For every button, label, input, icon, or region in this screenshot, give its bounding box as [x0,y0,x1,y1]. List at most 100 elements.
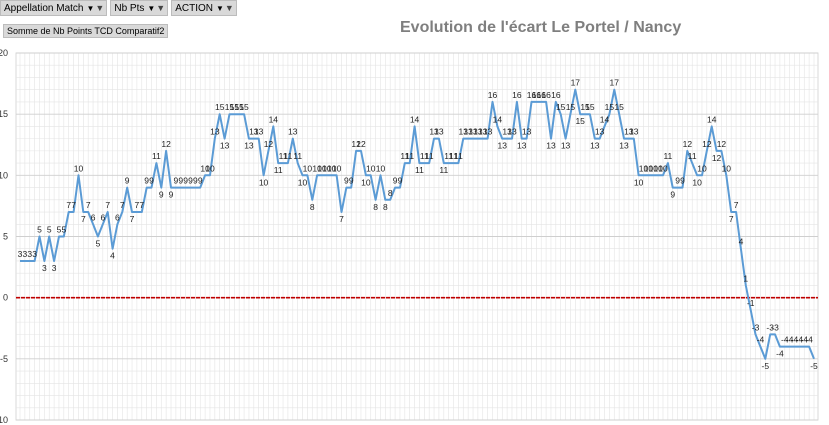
data-label: 17 [610,78,620,88]
data-label: 13 [522,127,532,137]
data-label: 9 [125,176,130,186]
data-label: 7 [86,200,91,210]
data-label: 17 [571,78,581,88]
data-label: 15 [215,102,225,112]
data-label: 11 [274,165,283,175]
data-label: 11 [293,151,302,161]
data-label: -4 [786,335,794,345]
chart-title: Evolution de l'écart Le Portel / Nancy [400,19,682,36]
data-label: 9 [398,176,403,186]
data-label: 16 [532,90,542,100]
filter-button-nb-pts[interactable]: Nb Pts ▼ ▼ [110,0,169,16]
data-label: 13 [590,141,600,151]
data-label: 13 [463,127,473,137]
data-label: 11 [415,165,424,175]
data-label: 7 [71,200,76,210]
data-label: 8 [388,188,393,198]
data-label: 10 [322,163,332,173]
data-label: 16 [512,90,522,100]
data-label: 10 [653,163,663,173]
data-label: -5 [810,361,818,371]
data-label: 9 [178,176,183,186]
filter-funnel-icon: ▼ [95,3,105,13]
data-label: 11 [454,151,463,161]
y-tick-label: -10 [0,415,8,425]
data-label: 9 [144,176,149,186]
data-label: 13 [434,127,444,137]
data-label: 15 [239,102,249,112]
data-label: 10 [361,177,371,187]
data-label: 10 [259,177,269,187]
data-label: 11 [688,151,697,161]
data-label: -1 [747,298,755,308]
data-label: 7 [139,200,144,210]
data-label: 9 [188,176,193,186]
data-label: 11 [152,151,161,161]
filter-button-label: ACTION [175,2,213,14]
data-label: 10 [332,163,342,173]
data-label: 10 [366,163,376,173]
data-label: 9 [344,176,349,186]
data-label: 14 [600,114,610,124]
data-label: 10 [205,163,215,173]
data-label: 13 [468,127,478,137]
data-label: 12 [712,153,722,163]
data-label: 13 [244,141,254,151]
data-label: 9 [680,176,685,186]
data-label: 8 [373,202,378,212]
data-label: 13 [507,127,517,137]
data-label: 16 [536,90,546,100]
data-label: 11 [425,151,434,161]
y-tick-label: -5 [0,354,8,364]
data-label: 1 [743,273,748,283]
data-label: 10 [200,163,210,173]
filter-button-label: Nb Pts [114,2,145,14]
data-label: -4 [781,335,789,345]
data-label: 3 [23,249,28,259]
data-label: 9 [193,176,198,186]
data-label: 13 [249,127,259,137]
data-label: -3 [752,322,760,332]
data-label: 14 [269,114,279,124]
data-label: -5 [762,361,770,371]
filter-bar: Appellation Match ▼ ▼ Nb Pts ▼ ▼ ACTION … [0,0,237,18]
data-label: -4 [796,335,804,345]
data-label: 10 [644,163,654,173]
filter-button-label: Appellation Match [4,2,84,14]
data-label: 13 [629,127,639,137]
data-label: 11 [284,151,293,161]
dropdown-arrow-icon: ▼ [215,3,224,13]
series-line [20,88,815,360]
data-label: 3 [27,249,32,259]
data-label: 15 [585,102,595,112]
data-label: 11 [439,165,448,175]
data-label: 13 [546,141,556,151]
data-label: 11 [444,151,453,161]
value-field-button[interactable]: Somme de Nb Points TCD Comparatif2 [3,24,169,38]
data-label: 5 [57,225,62,235]
data-label: 10 [298,177,308,187]
data-label: 14 [493,114,503,124]
data-label: 3 [42,263,47,273]
data-label: 13 [483,127,493,137]
data-label: 13 [254,127,264,137]
filter-button-appellation-match[interactable]: Appellation Match ▼ ▼ [0,0,108,16]
data-label: 11 [663,151,672,161]
data-label: 10 [327,163,337,173]
data-label: 11 [449,151,458,161]
filter-funnel-icon: ▼ [156,3,166,13]
data-label: 9 [349,176,354,186]
data-label: 13 [429,127,439,137]
data-label: 9 [159,190,164,200]
data-label: 7 [105,200,110,210]
data-label: 13 [561,141,571,151]
data-label: 13 [502,127,512,137]
filter-button-action[interactable]: ACTION ▼ ▼ [171,0,237,16]
data-label: 10 [317,163,327,173]
data-label: 14 [410,114,420,124]
data-label: 15 [225,102,235,112]
y-tick-label: 5 [3,232,8,242]
data-label: 13 [288,127,298,137]
data-label: -4 [757,335,765,345]
data-label: 15 [575,116,585,126]
